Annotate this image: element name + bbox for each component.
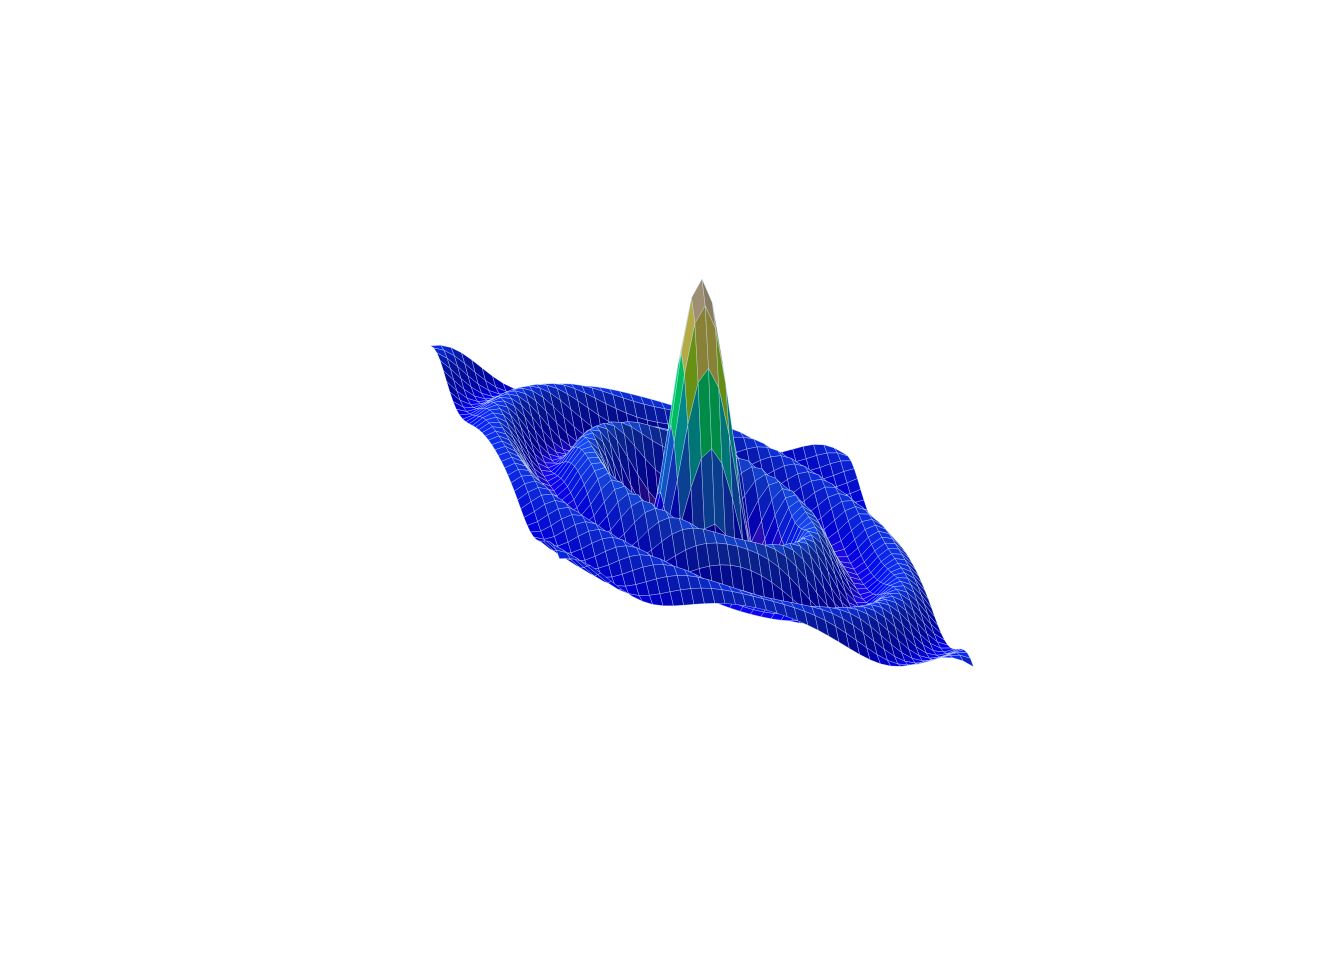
surface-mesh xyxy=(429,278,974,668)
surface-facet xyxy=(959,654,974,668)
